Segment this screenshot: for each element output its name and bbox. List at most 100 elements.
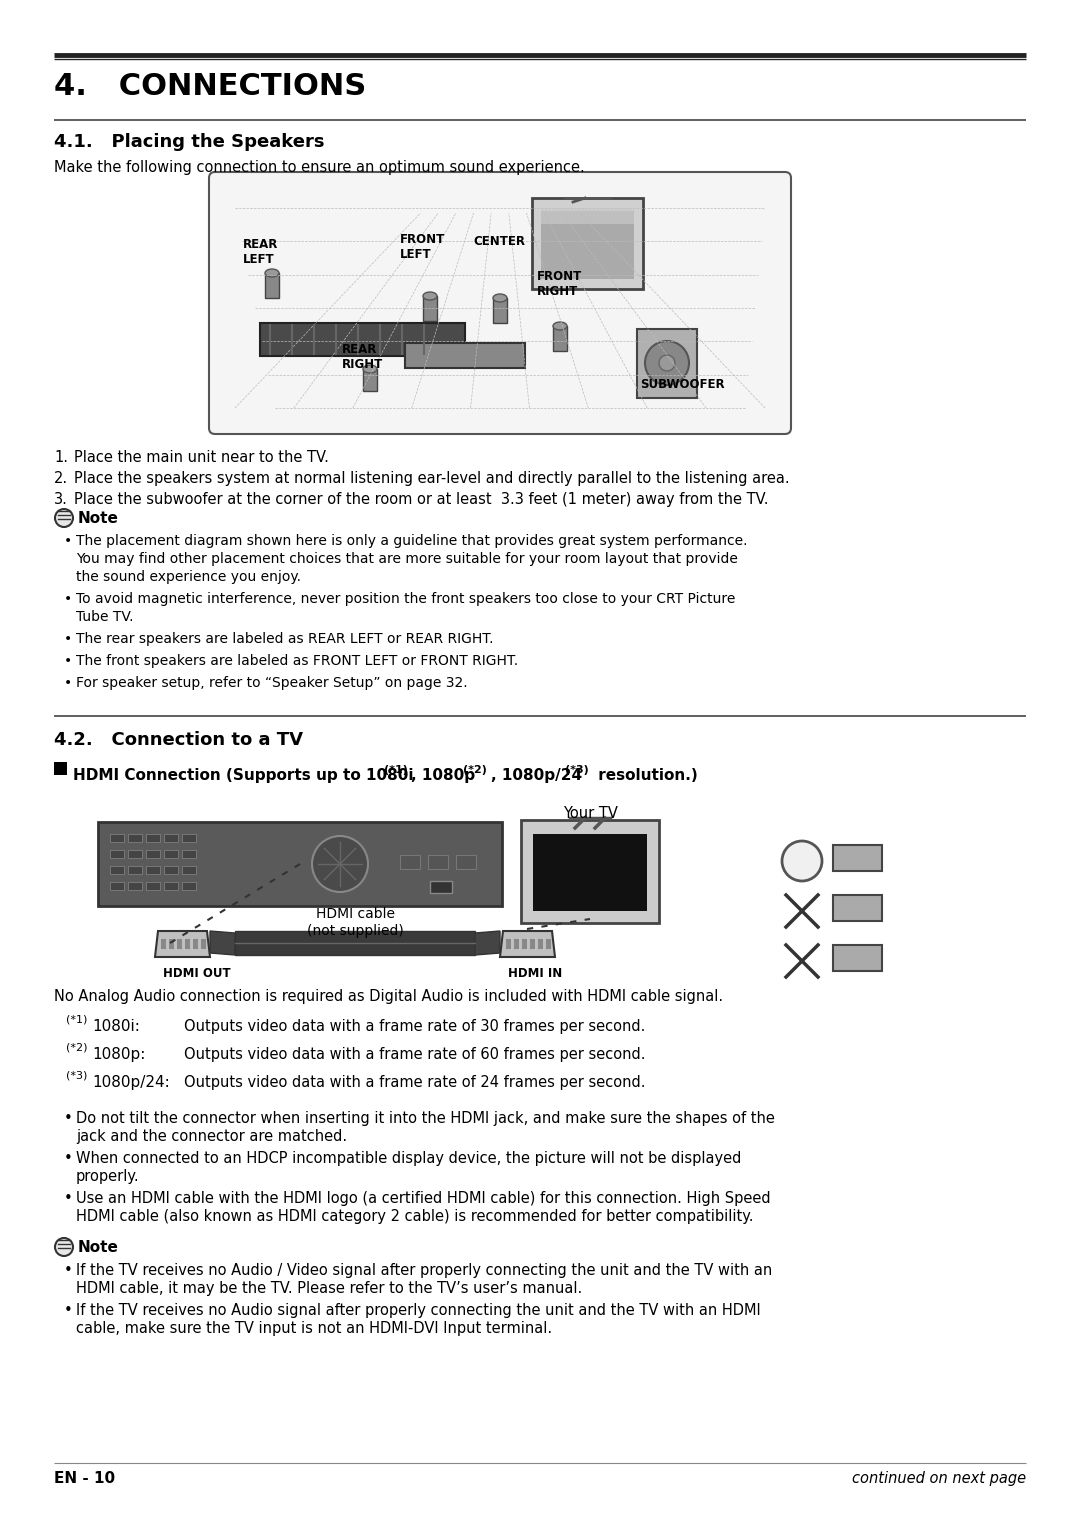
Text: SUBWOOFER: SUBWOOFER [640, 378, 725, 391]
Bar [146, 835, 160, 842]
Text: •: • [64, 676, 72, 690]
Circle shape [659, 355, 675, 372]
Bar [183, 867, 195, 874]
Text: HDMI cable: HDMI cable [315, 908, 394, 921]
Text: •: • [64, 1263, 72, 1278]
Bar [146, 850, 160, 857]
Bar [164, 882, 178, 889]
Text: 4.   CONNECTIONS: 4. CONNECTIONS [54, 72, 366, 101]
Bar [530, 940, 535, 949]
Bar [492, 299, 507, 323]
FancyBboxPatch shape [637, 329, 697, 398]
Bar [164, 850, 178, 857]
Bar [423, 295, 437, 321]
Bar [129, 835, 141, 842]
Text: Place the main unit near to the TV.: Place the main unit near to the TV. [75, 449, 329, 465]
Bar [161, 940, 166, 949]
Text: HDMI cable, it may be the TV. Please refer to the TV’s user’s manual.: HDMI cable, it may be the TV. Please ref… [76, 1281, 582, 1296]
Text: FRONT
LEFT: FRONT LEFT [400, 233, 445, 260]
FancyBboxPatch shape [98, 822, 502, 906]
Circle shape [645, 341, 689, 385]
Text: •: • [64, 1191, 72, 1206]
Bar [430, 880, 453, 892]
Bar [265, 273, 279, 299]
Text: (*2): (*2) [463, 765, 487, 775]
Text: Note: Note [78, 512, 119, 525]
Bar [110, 867, 124, 874]
Bar [522, 940, 527, 949]
Text: (not supplied): (not supplied) [307, 924, 403, 938]
Text: Use an HDMI cable with the HDMI logo (a certified HDMI cable) for this connectio: Use an HDMI cable with the HDMI logo (a … [76, 1191, 771, 1206]
Bar [110, 882, 124, 889]
Text: •: • [64, 1304, 72, 1317]
Text: 3.: 3. [54, 492, 68, 507]
Polygon shape [156, 931, 210, 956]
Text: the sound experience you enjoy.: the sound experience you enjoy. [76, 570, 301, 583]
Text: No Analog Audio connection is required as Digital Audio is included with HDMI ca: No Analog Audio connection is required a… [54, 988, 724, 1004]
Bar [146, 882, 160, 889]
Circle shape [312, 836, 368, 892]
Text: Place the speakers system at normal listening ear-level and directly parallel to: Place the speakers system at normal list… [75, 471, 789, 486]
Text: REAR
RIGHT: REAR RIGHT [342, 343, 383, 372]
Polygon shape [405, 343, 525, 369]
Polygon shape [260, 323, 465, 356]
Bar [235, 931, 475, 955]
Text: (*1): (*1) [66, 1014, 87, 1025]
Text: Tube TV.: Tube TV. [76, 611, 134, 624]
Bar [546, 940, 551, 949]
Text: REAR
LEFT: REAR LEFT [243, 238, 279, 267]
Polygon shape [210, 931, 235, 955]
Bar [146, 867, 160, 874]
Text: HDMI Connection (Supports up to 1080i: HDMI Connection (Supports up to 1080i [73, 768, 414, 783]
FancyBboxPatch shape [210, 172, 791, 434]
Text: continued on next page: continued on next page [852, 1471, 1026, 1486]
Text: If the TV receives no Audio / Video signal after properly connecting the unit an: If the TV receives no Audio / Video sign… [76, 1263, 772, 1278]
Bar [110, 835, 124, 842]
Text: Place the subwoofer at the corner of the room or at least  3.3 feet (1 meter) aw: Place the subwoofer at the corner of the… [75, 492, 769, 507]
Text: properly.: properly. [76, 1170, 139, 1183]
Text: The placement diagram shown here is only a guideline that provides great system : The placement diagram shown here is only… [76, 535, 747, 548]
Text: Your TV: Your TV [563, 806, 618, 821]
Bar [168, 940, 174, 949]
Bar [514, 940, 519, 949]
Circle shape [55, 1238, 73, 1256]
Text: , 1080p/24: , 1080p/24 [491, 768, 582, 783]
Text: •: • [64, 1110, 72, 1125]
Bar [541, 212, 634, 279]
Bar [553, 326, 567, 350]
Text: To avoid magnetic interference, never position the front speakers too close to y: To avoid magnetic interference, never po… [76, 592, 735, 606]
Bar [183, 850, 195, 857]
Text: Outputs video data with a frame rate of 24 frames per second.: Outputs video data with a frame rate of … [184, 1075, 646, 1090]
Bar [456, 854, 476, 870]
Text: (*3): (*3) [66, 1071, 87, 1081]
Ellipse shape [423, 292, 437, 300]
Bar [538, 940, 543, 949]
Bar [110, 850, 124, 857]
Text: 1080p:: 1080p: [92, 1046, 146, 1062]
Ellipse shape [363, 366, 377, 373]
Text: (*1): (*1) [384, 765, 408, 775]
Text: 1080p/24:: 1080p/24: [92, 1075, 170, 1090]
FancyBboxPatch shape [521, 819, 659, 923]
Bar [129, 850, 141, 857]
Text: The front speakers are labeled as FRONT LEFT or FRONT RIGHT.: The front speakers are labeled as FRONT … [76, 653, 518, 669]
Text: HDMI IN: HDMI IN [508, 967, 563, 979]
Text: •: • [64, 535, 72, 548]
Text: Outputs video data with a frame rate of 30 frames per second.: Outputs video data with a frame rate of … [184, 1019, 646, 1034]
Text: •: • [64, 653, 72, 669]
Text: •: • [64, 1151, 72, 1167]
FancyBboxPatch shape [532, 198, 643, 289]
Bar [193, 940, 198, 949]
Text: (*3): (*3) [565, 765, 589, 775]
Text: FRONT
RIGHT: FRONT RIGHT [537, 270, 582, 299]
Text: EN - 10: EN - 10 [54, 1471, 116, 1486]
Text: HDMI OUT: HDMI OUT [163, 967, 231, 979]
Text: If the TV receives no Audio signal after properly connecting the unit and the TV: If the TV receives no Audio signal after… [76, 1304, 760, 1317]
Bar [177, 940, 183, 949]
Text: Do not tilt the connector when inserting it into the HDMI jack, and make sure th: Do not tilt the connector when inserting… [76, 1110, 774, 1125]
Text: , 1080p: , 1080p [411, 768, 475, 783]
Bar [54, 762, 67, 775]
FancyBboxPatch shape [833, 845, 882, 871]
Bar [129, 867, 141, 874]
Polygon shape [475, 931, 500, 955]
